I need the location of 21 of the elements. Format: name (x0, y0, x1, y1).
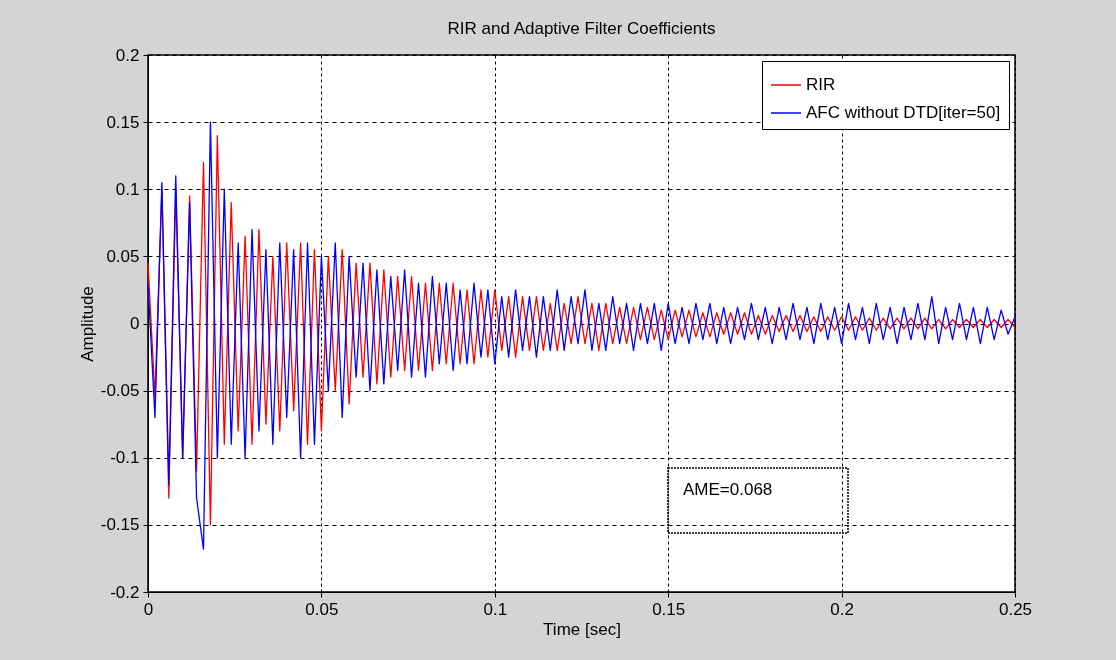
y-axis-title: Amplitude (77, 286, 97, 362)
y-tick-label: 0.15 (106, 112, 140, 132)
chart-title: RIR and Adaptive Filter Coefficients (447, 19, 716, 38)
x-tick-label: 0.15 (652, 599, 686, 619)
x-tick-label: 0 (143, 599, 154, 619)
x-tick-label: 0.05 (305, 599, 339, 619)
x-tick-label: 0.2 (830, 599, 854, 619)
x-axis-title: Time [sec] (543, 619, 621, 639)
y-tick-label: -0.1 (110, 448, 140, 468)
y-tick-label: -0.2 (110, 582, 140, 602)
x-tick-label: 0.25 (998, 599, 1033, 619)
y-tick-label: 0 (130, 314, 140, 333)
y-tick-label: -0.15 (100, 515, 140, 535)
legend-label: RIR (806, 75, 836, 94)
y-tick-label: 0.2 (115, 45, 140, 65)
y-tick-label: 0.1 (115, 179, 140, 199)
annotation: AME=0.068 (683, 480, 773, 499)
y-tick-label: 0.05 (106, 246, 140, 266)
x-tick-label: 0.1 (483, 599, 508, 619)
legend-label: AFC without DTD[iter=50] (806, 103, 1001, 122)
y-tick-label: -0.05 (100, 381, 140, 401)
